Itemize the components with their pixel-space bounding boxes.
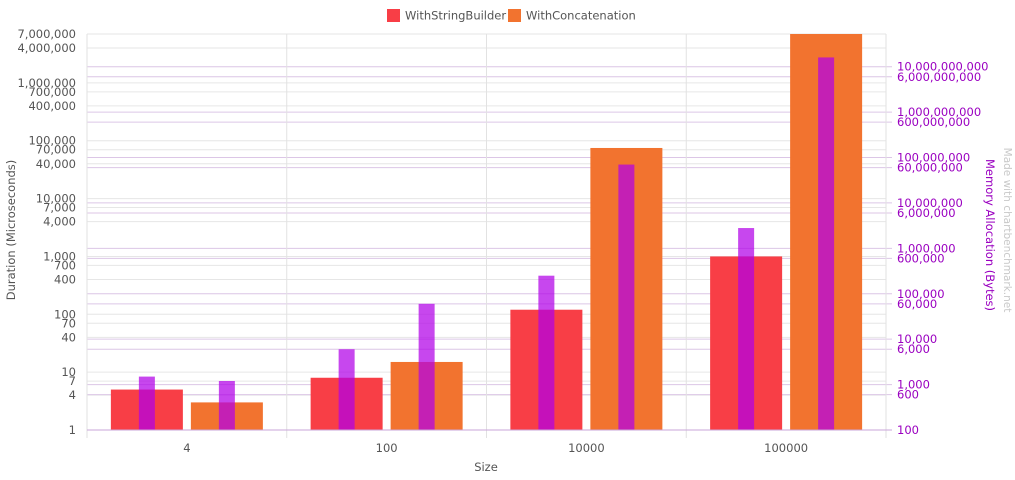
right-tick-label: 600 (897, 388, 919, 402)
legend-swatch-withconcatenation (508, 9, 521, 22)
legend-label-withstringbuilder: WithStringBuilder (405, 9, 506, 23)
legend-label-withconcatenation: WithConcatenation (526, 9, 636, 23)
allocation-bar-withconcatenation-100 (418, 303, 435, 430)
x-tick-label: 10000 (568, 441, 605, 455)
left-tick-label: 70,000 (36, 143, 76, 157)
right-tick-label: 1,000,000 (897, 241, 956, 255)
left-tick-label: 1,000,000 (17, 76, 76, 90)
left-tick-label: 100,000 (28, 134, 76, 148)
allocation-bar-withconcatenation-100000 (818, 57, 835, 430)
right-tick-label: 100,000,000 (897, 151, 970, 165)
y-left-axis-title: Duration (Microseconds) (4, 160, 18, 301)
right-tick-label: 6,000,000 (897, 206, 956, 220)
left-tick-label: 7 (69, 374, 76, 388)
left-tick-label: 7,000,000 (17, 27, 76, 41)
allocation-bar-withstringbuilder-4 (138, 376, 155, 430)
left-tick-label: 1,000 (43, 249, 76, 263)
allocation-bar-withstringbuilder-100 (338, 349, 355, 430)
x-tick-label: 100 (376, 441, 398, 455)
left-tick-label: 100 (54, 307, 76, 321)
right-tick-label: 6,000,000,000 (897, 70, 981, 84)
right-tick-label: 10,000 (897, 332, 937, 346)
x-tick-label: 4 (183, 441, 190, 455)
allocation-bar-withconcatenation-10000 (618, 164, 635, 430)
right-tick-label: 600,000,000 (897, 115, 970, 129)
left-tick-label: 10 (61, 365, 76, 379)
left-tick-label: 700 (54, 258, 76, 272)
allocation-bars (138, 57, 835, 430)
left-tick-label: 40 (61, 330, 76, 344)
x-axis-tick-labels: 4 100 10000 100000 (183, 441, 808, 455)
right-tick-label: 10,000,000 (897, 196, 963, 210)
legend-swatch-withstringbuilder (387, 9, 400, 22)
left-tick-label: 40,000 (36, 157, 76, 171)
right-tick-label: 1,000,000,000 (897, 105, 981, 119)
right-tick-label: 10,000,000,000 (897, 60, 988, 74)
left-tick-label: 4,000,000 (17, 41, 76, 55)
left-tick-label: 4 (69, 388, 76, 402)
legend: WithStringBuilder WithConcatenation (387, 9, 636, 23)
watermark: Made with chartbenchmark.net (1001, 148, 1013, 313)
right-tick-label: 60,000,000 (897, 161, 963, 175)
x-tick-label: 100000 (764, 441, 808, 455)
right-tick-label: 600,000 (897, 251, 945, 265)
left-tick-label: 700,000 (28, 85, 76, 99)
left-tick-label: 400 (54, 272, 76, 286)
left-tick-label: 4,000 (43, 215, 76, 229)
right-tick-label: 100 (897, 423, 919, 437)
right-tick-label: 1,000 (897, 378, 930, 392)
left-tick-label: 70 (61, 316, 76, 330)
right-tick-label: 100,000 (897, 287, 945, 301)
left-tick-label: 10,000 (36, 192, 76, 206)
x-axis-title: Size (474, 460, 498, 474)
left-tick-label: 7,000 (43, 201, 76, 215)
right-tick-label: 60,000 (897, 297, 937, 311)
y-right-axis-title: Memory Allocation (Bytes) (983, 159, 997, 311)
left-tick-label: 1 (69, 423, 76, 437)
allocation-bar-withconcatenation-4 (218, 380, 235, 430)
allocation-bar-withstringbuilder-10000 (538, 275, 555, 430)
allocation-bar-withstringbuilder-100000 (738, 228, 755, 430)
left-tick-label: 400,000 (28, 99, 76, 113)
right-tick-label: 6,000 (897, 342, 930, 356)
